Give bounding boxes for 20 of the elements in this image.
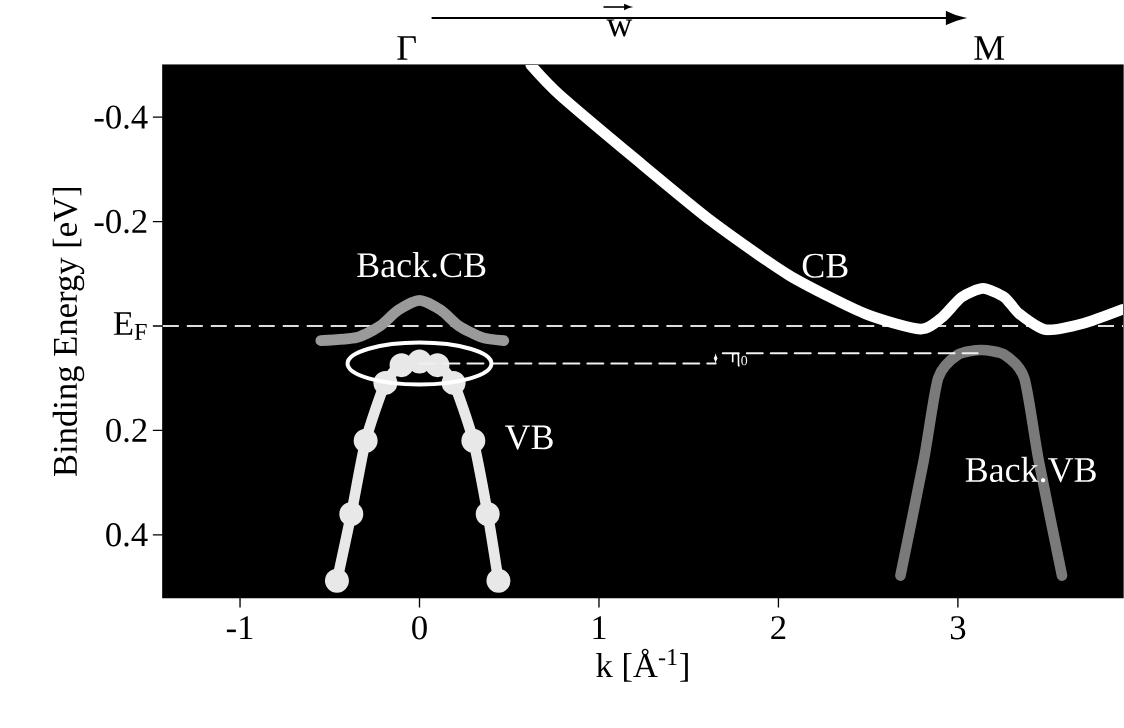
annotation: Back.CB [357, 251, 486, 278]
x-tick-label: 3 [950, 615, 966, 640]
y-tick-label: 0.4 [106, 522, 148, 547]
text: M [974, 36, 1005, 60]
annotation: VB [504, 425, 553, 450]
y-tick-label: E$_{F}$ [113, 311, 147, 340]
x-tick-label: 0 [412, 615, 427, 640]
annotation: η$_{0}$ [730, 352, 748, 367]
y-axis-title: Binding Energy [eV] [52, 187, 85, 476]
x-tick-label: 1 [593, 615, 606, 639]
x-tick-label: 2 [771, 615, 786, 639]
x-axis-title: k [Å$^{-1}$] [596, 648, 688, 682]
text: w [606, 19, 633, 37]
y-tick-label: -0.2 [94, 209, 147, 234]
x-tick-label: -1 [226, 615, 253, 639]
y-tick-label: -0.4 [94, 105, 148, 129]
text: Γ [397, 36, 416, 60]
y-tick-label: 0.2 [106, 418, 147, 442]
annotation: CB [802, 253, 848, 278]
annotation: Back.VB [965, 456, 1096, 483]
